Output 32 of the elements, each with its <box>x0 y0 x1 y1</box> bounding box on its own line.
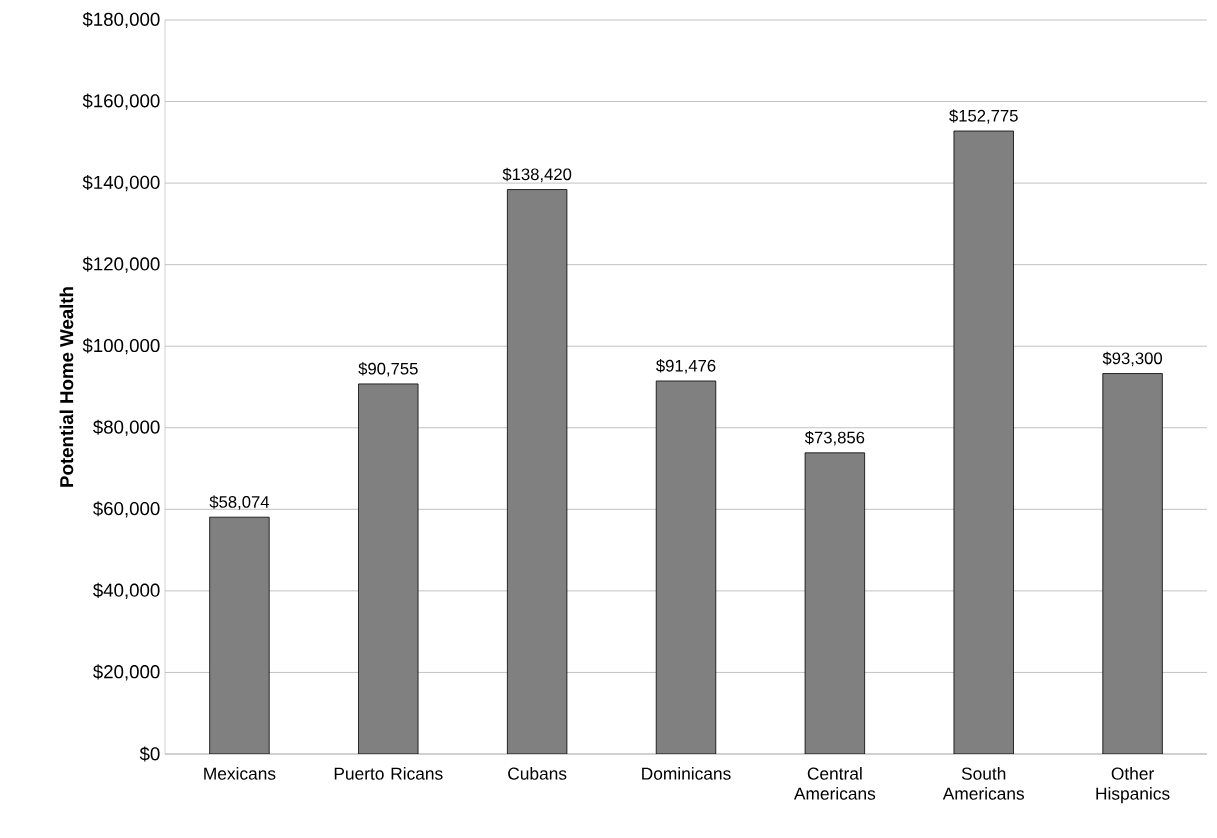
data-label: $91,476 <box>656 359 716 374</box>
bar <box>1102 373 1163 754</box>
x-tick-label: Dominicans <box>642 767 731 780</box>
y-tick-label: $80,000 <box>93 419 160 436</box>
y-tick-label: $100,000 <box>82 338 160 355</box>
data-label: $152,775 <box>949 109 1018 124</box>
y-tick-label: $180,000 <box>82 11 160 29</box>
y-tick-label: $20,000 <box>93 664 160 681</box>
data-label: $93,300 <box>1102 351 1163 367</box>
bar <box>358 383 419 754</box>
y-tick-label: $0 <box>139 746 160 762</box>
x-tick-label: Central Americans <box>793 767 876 800</box>
x-tick-label: Puerto Ricans <box>334 767 443 780</box>
data-label: $58,074 <box>209 495 270 510</box>
data-label: $90,755 <box>358 362 418 377</box>
bar <box>209 516 270 754</box>
x-tick-label: Mexicans <box>204 767 276 780</box>
x-tick-label: Cubans <box>508 767 567 780</box>
bar <box>506 189 568 754</box>
y-tick-label: $120,000 <box>82 256 160 273</box>
data-label: $138,420 <box>502 167 572 183</box>
bar <box>655 380 717 754</box>
y-tick-label: $140,000 <box>82 174 160 192</box>
bar <box>953 130 1014 754</box>
x-tick-label: Other Hispanics <box>1096 767 1170 804</box>
x-tick-label: South Americans <box>942 767 1025 800</box>
y-tick-label: $60,000 <box>93 501 160 518</box>
y-axis-title: Potential Home Wealth <box>59 287 74 487</box>
data-label: $73,856 <box>804 430 865 446</box>
y-tick-label: $160,000 <box>82 93 160 110</box>
bar <box>804 452 866 754</box>
y-tick-label: $40,000 <box>93 582 160 599</box>
